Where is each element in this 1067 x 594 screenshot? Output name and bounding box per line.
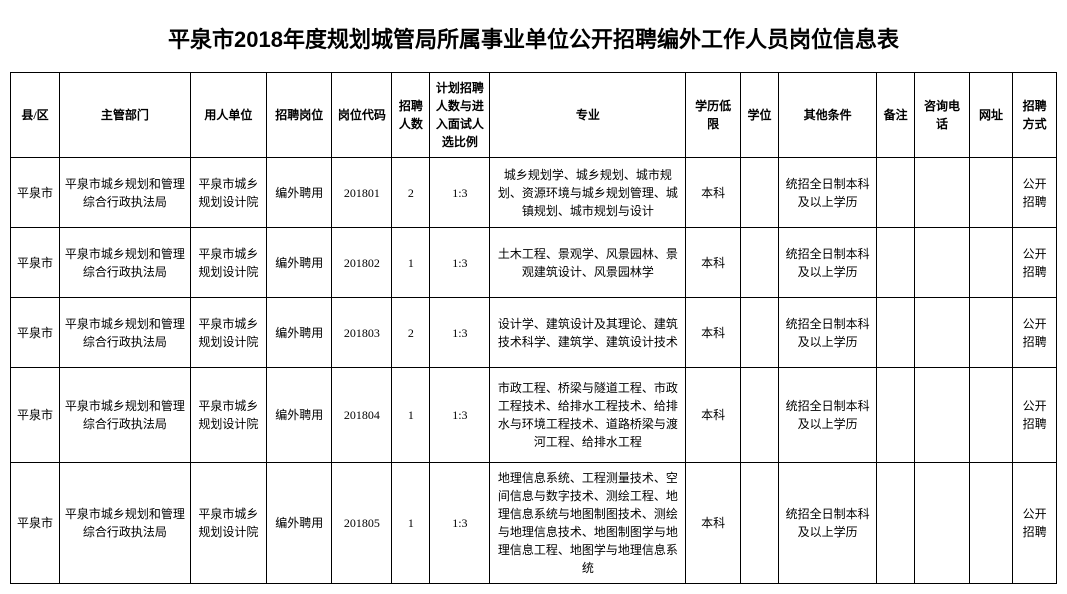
cell-phone (915, 228, 969, 298)
cell-url (969, 158, 1013, 228)
cell-ratio: 1:3 (430, 158, 490, 228)
cell-url (969, 368, 1013, 463)
table-header-row: 县/区 主管部门 用人单位 招聘岗位 岗位代码 招聘人数 计划招聘人数与进入面试… (11, 73, 1057, 158)
cell-url (969, 228, 1013, 298)
cell-remark (877, 298, 915, 368)
cell-phone (915, 463, 969, 584)
cell-county: 平泉市 (11, 228, 60, 298)
cell-employer: 平泉市城乡规划设计院 (190, 463, 266, 584)
cell-employer: 平泉市城乡规划设计院 (190, 368, 266, 463)
cell-county: 平泉市 (11, 368, 60, 463)
header-degree: 学位 (740, 73, 778, 158)
cell-ratio: 1:3 (430, 368, 490, 463)
header-phone: 咨询电话 (915, 73, 969, 158)
cell-edu: 本科 (686, 368, 740, 463)
cell-code: 201804 (332, 368, 392, 463)
table-body: 平泉市平泉市城乡规划和管理综合行政执法局平泉市城乡规划设计院编外聘用201801… (11, 158, 1057, 584)
cell-degree (740, 228, 778, 298)
cell-employer: 平泉市城乡规划设计院 (190, 158, 266, 228)
cell-major: 地理信息系统、工程测量技术、空间信息与数字技术、测绘工程、地理信息系统与地图制图… (490, 463, 686, 584)
cell-county: 平泉市 (11, 158, 60, 228)
cell-phone (915, 298, 969, 368)
cell-other: 统招全日制本科及以上学历 (779, 228, 877, 298)
cell-employer: 平泉市城乡规划设计院 (190, 228, 266, 298)
cell-phone (915, 158, 969, 228)
cell-ratio: 1:3 (430, 228, 490, 298)
table-row: 平泉市平泉市城乡规划和管理综合行政执法局平泉市城乡规划设计院编外聘用201802… (11, 228, 1057, 298)
cell-position: 编外聘用 (267, 158, 332, 228)
header-remark: 备注 (877, 73, 915, 158)
cell-edu: 本科 (686, 228, 740, 298)
cell-employer: 平泉市城乡规划设计院 (190, 298, 266, 368)
table-row: 平泉市平泉市城乡规划和管理综合行政执法局平泉市城乡规划设计院编外聘用201804… (11, 368, 1057, 463)
cell-position: 编外聘用 (267, 463, 332, 584)
cell-degree (740, 368, 778, 463)
cell-remark (877, 463, 915, 584)
job-info-table: 县/区 主管部门 用人单位 招聘岗位 岗位代码 招聘人数 计划招聘人数与进入面试… (10, 72, 1057, 584)
cell-major: 设计学、建筑设计及其理论、建筑技术科学、建筑学、建筑设计技术 (490, 298, 686, 368)
cell-position: 编外聘用 (267, 298, 332, 368)
header-other: 其他条件 (779, 73, 877, 158)
header-code: 岗位代码 (332, 73, 392, 158)
header-count: 招聘人数 (392, 73, 430, 158)
cell-remark (877, 228, 915, 298)
cell-ratio: 1:3 (430, 463, 490, 584)
cell-count: 1 (392, 368, 430, 463)
cell-position: 编外聘用 (267, 368, 332, 463)
cell-county: 平泉市 (11, 463, 60, 584)
cell-degree (740, 298, 778, 368)
header-position: 招聘岗位 (267, 73, 332, 158)
cell-count: 1 (392, 228, 430, 298)
cell-major: 市政工程、桥梁与隧道工程、市政工程技术、给排水工程技术、给排水与环境工程技术、道… (490, 368, 686, 463)
header-major: 专业 (490, 73, 686, 158)
header-ratio: 计划招聘人数与进入面试人选比例 (430, 73, 490, 158)
cell-method: 公开招聘 (1013, 228, 1057, 298)
cell-ratio: 1:3 (430, 298, 490, 368)
cell-count: 1 (392, 463, 430, 584)
cell-phone (915, 368, 969, 463)
cell-position: 编外聘用 (267, 228, 332, 298)
cell-dept: 平泉市城乡规划和管理综合行政执法局 (60, 463, 191, 584)
cell-dept: 平泉市城乡规划和管理综合行政执法局 (60, 298, 191, 368)
cell-remark (877, 368, 915, 463)
table-row: 平泉市平泉市城乡规划和管理综合行政执法局平泉市城乡规划设计院编外聘用201803… (11, 298, 1057, 368)
table-row: 平泉市平泉市城乡规划和管理综合行政执法局平泉市城乡规划设计院编外聘用201805… (11, 463, 1057, 584)
cell-code: 201801 (332, 158, 392, 228)
cell-edu: 本科 (686, 298, 740, 368)
cell-code: 201803 (332, 298, 392, 368)
cell-code: 201802 (332, 228, 392, 298)
cell-code: 201805 (332, 463, 392, 584)
cell-degree (740, 158, 778, 228)
cell-edu: 本科 (686, 158, 740, 228)
cell-degree (740, 463, 778, 584)
cell-url (969, 298, 1013, 368)
header-county: 县/区 (11, 73, 60, 158)
header-edu: 学历低限 (686, 73, 740, 158)
cell-dept: 平泉市城乡规划和管理综合行政执法局 (60, 368, 191, 463)
cell-other: 统招全日制本科及以上学历 (779, 158, 877, 228)
cell-major: 土木工程、景观学、风景园林、景观建筑设计、风景园林学 (490, 228, 686, 298)
cell-major: 城乡规划学、城乡规划、城市规划、资源环境与城乡规划管理、城镇规划、城市规划与设计 (490, 158, 686, 228)
cell-edu: 本科 (686, 463, 740, 584)
cell-url (969, 463, 1013, 584)
cell-dept: 平泉市城乡规划和管理综合行政执法局 (60, 158, 191, 228)
cell-dept: 平泉市城乡规划和管理综合行政执法局 (60, 228, 191, 298)
cell-remark (877, 158, 915, 228)
cell-count: 2 (392, 158, 430, 228)
header-url: 网址 (969, 73, 1013, 158)
header-employer: 用人单位 (190, 73, 266, 158)
header-dept: 主管部门 (60, 73, 191, 158)
page-title: 平泉市2018年度规划城管局所属事业单位公开招聘编外工作人员岗位信息表 (10, 10, 1057, 72)
cell-method: 公开招聘 (1013, 463, 1057, 584)
cell-method: 公开招聘 (1013, 368, 1057, 463)
table-row: 平泉市平泉市城乡规划和管理综合行政执法局平泉市城乡规划设计院编外聘用201801… (11, 158, 1057, 228)
cell-other: 统招全日制本科及以上学历 (779, 368, 877, 463)
header-method: 招聘方式 (1013, 73, 1057, 158)
cell-other: 统招全日制本科及以上学历 (779, 298, 877, 368)
cell-county: 平泉市 (11, 298, 60, 368)
cell-method: 公开招聘 (1013, 298, 1057, 368)
cell-method: 公开招聘 (1013, 158, 1057, 228)
cell-other: 统招全日制本科及以上学历 (779, 463, 877, 584)
cell-count: 2 (392, 298, 430, 368)
